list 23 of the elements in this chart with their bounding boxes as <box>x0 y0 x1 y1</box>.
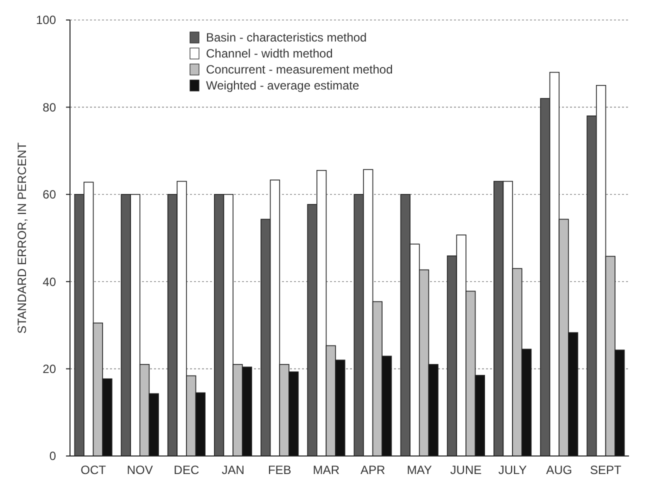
y-tick-label: 0 <box>49 449 56 464</box>
x-tick-label: NOV <box>126 463 153 477</box>
y-tick-label: 100 <box>36 13 56 28</box>
x-tick-label: AUG <box>546 463 572 477</box>
x-tick-label: JULY <box>498 463 527 477</box>
x-tick-label: DEC <box>174 463 200 477</box>
x-tick-label: APR <box>360 463 386 477</box>
x-tick-label: MAR <box>312 463 340 477</box>
x-tick-label: MAY <box>406 463 432 477</box>
y-tick-label: 20 <box>42 362 56 376</box>
legend-label: Weighted - average estimate <box>206 78 360 92</box>
x-tick-label: FEB <box>268 463 292 477</box>
x-tick-label: JUNE <box>450 463 482 477</box>
legend-label: Concurrent - measurement method <box>206 62 393 76</box>
legend-label: Basin - characteristics method <box>206 30 367 44</box>
legend-label: Channel - width method <box>206 46 333 60</box>
y-axis-title: STANDARD ERROR, IN PERCENT <box>15 142 29 334</box>
x-tick-label: OCT <box>80 463 107 477</box>
y-tick-label: 60 <box>42 188 56 202</box>
y-tick-label: 40 <box>42 274 56 289</box>
x-tick-label: SEPT <box>590 463 622 477</box>
y-tick-label: 80 <box>42 100 56 114</box>
x-tick-label: JAN <box>222 463 244 477</box>
